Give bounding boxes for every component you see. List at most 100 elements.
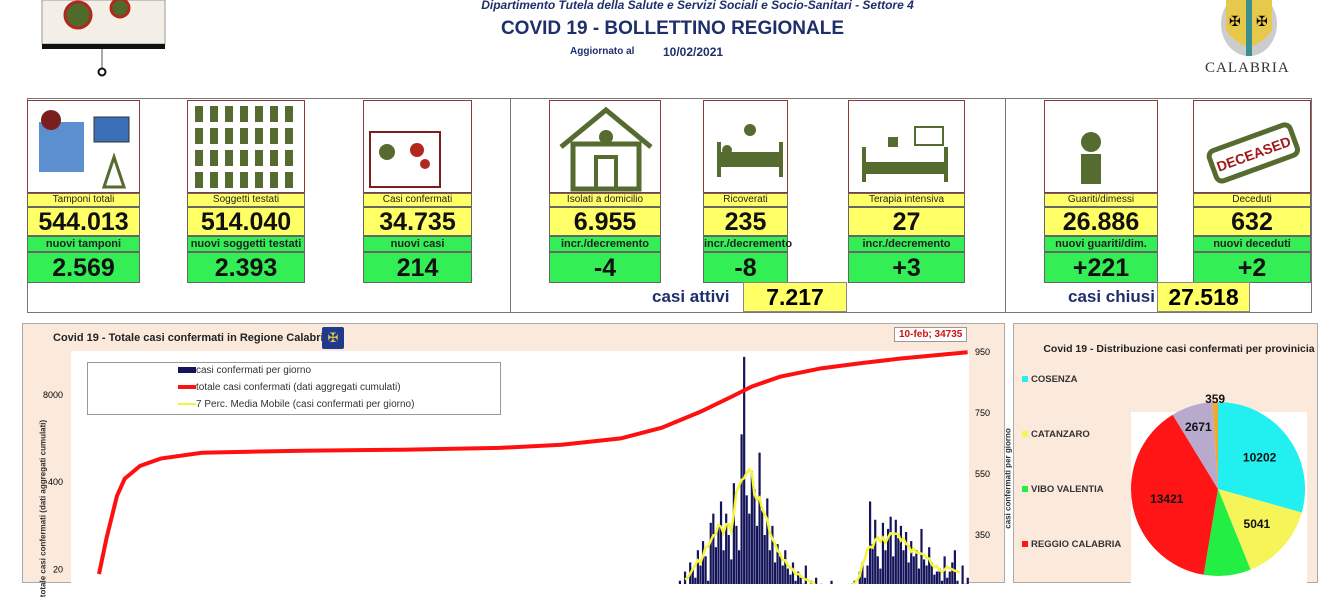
card-value: 544.013 <box>27 207 140 236</box>
card-change-label: nuovi tamponi <box>27 236 140 252</box>
daily-bar <box>915 550 917 584</box>
daily-bar <box>694 578 696 584</box>
daily-bar <box>782 566 784 585</box>
daily-bar <box>764 535 766 584</box>
daily-bar <box>866 566 868 585</box>
card-change-label: incr./decremento <box>703 236 788 252</box>
card-value: 6.955 <box>549 207 661 236</box>
left-axis-tick: 400 <box>48 477 63 487</box>
pie-slice-label: 359 <box>1205 392 1225 406</box>
daily-bar <box>715 547 717 584</box>
daily-bar <box>800 578 802 584</box>
pie-slice-label: 2671 <box>1185 420 1212 434</box>
daily-bar <box>902 550 904 584</box>
daily-bar <box>956 581 958 584</box>
calabria-crest-icon: ✠✠ <box>1220 0 1278 63</box>
card-image <box>549 100 661 193</box>
legend-swatch <box>178 367 196 373</box>
card-image <box>1044 100 1158 193</box>
pie-slice-label: 10202 <box>1243 450 1277 464</box>
people-grid-icon <box>189 102 303 192</box>
infected-person-icon <box>365 102 470 192</box>
card-value: 514.040 <box>187 207 305 236</box>
updated-label: Aggiornato al <box>570 46 634 57</box>
daily-bar <box>753 489 755 584</box>
daily-bar <box>769 550 771 584</box>
daily-bar <box>707 581 709 584</box>
daily-bar <box>728 535 730 584</box>
card-change-label: incr./decremento <box>549 236 661 252</box>
daily-bar <box>872 544 874 584</box>
card-value: 235 <box>703 207 788 236</box>
daily-bar <box>864 578 866 584</box>
card-change-value: +3 <box>848 252 965 283</box>
daily-bar <box>874 520 876 584</box>
card-change-label: nuovi soggetti testati <box>187 236 305 252</box>
card-image <box>27 100 140 193</box>
daily-bar <box>710 523 712 584</box>
card-change-label: nuovi casi <box>363 236 472 252</box>
daily-bar <box>758 453 760 584</box>
card-label: Isolati a domicilio <box>549 193 661 207</box>
right-axis-tick: 750 <box>975 408 990 418</box>
daily-bar <box>789 575 791 584</box>
lab-equipment-icon <box>29 102 138 192</box>
right-axis-title: casi confermati per giorno <box>1004 404 1013 554</box>
card-change-value: +221 <box>1044 252 1158 283</box>
card-change-value: -8 <box>703 252 788 283</box>
daily-bar <box>738 550 740 584</box>
daily-bar <box>774 562 776 584</box>
region-logo-text: CALABRIA <box>1205 60 1290 77</box>
department-name: Dipartimento Tutela della Salute e Servi… <box>0 0 1335 12</box>
card-value: 34.735 <box>363 207 472 236</box>
recovered-person-icon <box>1046 102 1156 192</box>
stat-card: Soggetti testati 514.040 nuovi soggetti … <box>187 100 305 283</box>
cases-chart-panel: Covid 19 - Totale casi confermati in Reg… <box>22 323 1005 583</box>
daily-bar <box>748 514 750 584</box>
daily-bar <box>705 556 707 584</box>
legend-swatch <box>178 403 196 405</box>
closed-cases-value: 27.518 <box>1157 282 1250 312</box>
right-axis-tick: 950 <box>975 347 990 357</box>
daily-bar <box>920 529 922 584</box>
left-axis-tick: 20 <box>53 564 63 574</box>
last-value-annotation: 10-feb; 34735 <box>894 327 967 342</box>
right-axis-tick: 550 <box>975 469 990 479</box>
daily-bar <box>766 498 768 584</box>
daily-bar <box>879 569 881 584</box>
daily-bar <box>941 581 943 584</box>
left-axis-tick: 8000 <box>43 390 63 400</box>
daily-bar <box>794 581 796 584</box>
card-change-value: 2.569 <box>27 252 140 283</box>
daily-bar <box>784 550 786 584</box>
card-image <box>848 100 965 193</box>
left-axis-title: totale casi confermati (dati aggregati c… <box>39 409 48 609</box>
stat-card: Casi confermati 34.735 nuovi casi 214 <box>363 100 472 283</box>
svg-text:✠: ✠ <box>1229 13 1241 29</box>
stat-card: DECEASED Deceduti 632 nuovi deceduti +2 <box>1193 100 1311 283</box>
divider <box>510 98 511 313</box>
active-cases-label: casi attivi <box>652 287 730 307</box>
card-image <box>703 100 788 193</box>
daily-bar <box>884 550 886 584</box>
card-change-label: nuovi deceduti <box>1193 236 1311 252</box>
card-image <box>187 100 305 193</box>
daily-bar <box>962 566 964 585</box>
legend-label: 7 Perc. Media Mobile (casi confermati pe… <box>196 399 414 410</box>
card-image: DECEASED <box>1193 100 1311 193</box>
daily-bar <box>918 569 920 584</box>
legend-item-daily: casi confermati per giorno <box>178 365 311 376</box>
house-icon <box>551 102 659 192</box>
card-change-value: +2 <box>1193 252 1311 283</box>
legend-label: casi confermati per giorno <box>196 365 311 376</box>
daily-bar <box>746 495 748 584</box>
daily-bar <box>954 550 956 584</box>
card-change-label: nuovi guariti/dim. <box>1044 236 1158 252</box>
card-value: 632 <box>1193 207 1311 236</box>
card-image <box>363 100 472 193</box>
divider <box>1005 98 1006 313</box>
card-value: 27 <box>848 207 965 236</box>
daily-bar <box>779 556 781 584</box>
virus-icon <box>40 0 167 80</box>
